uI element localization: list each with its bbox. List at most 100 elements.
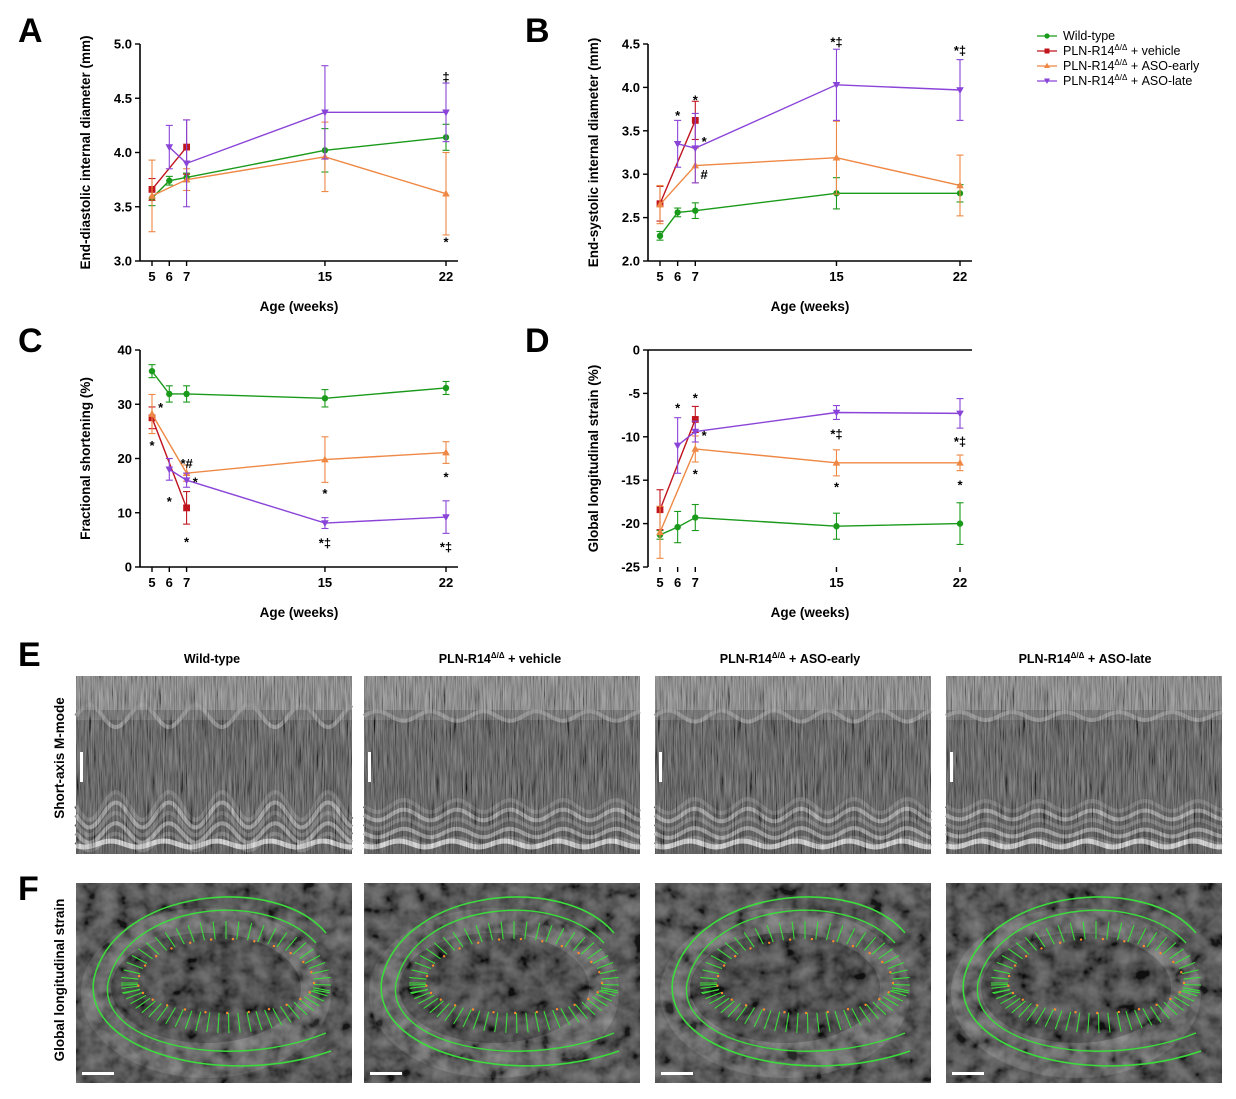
series-wild-type xyxy=(148,364,450,408)
significance-mark-3: *# xyxy=(180,456,193,471)
y-tick-label: 30 xyxy=(118,397,132,412)
chart-fractional-shortening: 0 10 20 30 40 5 6 7 15 22 Age (weeks) Fractional sh… xyxy=(78,343,458,620)
x-tick-label: 5 xyxy=(656,269,663,284)
x-tick-label: 15 xyxy=(318,575,332,590)
legend: Wild-type PLN-R14Δ/Δ + vehicle PLN-R14Δ/… xyxy=(1037,29,1200,88)
chart-end-systolic-diameter: 2.0 2.5 3.0 3.5 4.0 4.5 5 6 7 15 22 Age (weeks) End-… xyxy=(586,34,972,314)
x-axis-title: Age (weeks) xyxy=(771,299,850,314)
data-point-pln-r14-aso-late-0 xyxy=(673,141,682,148)
significance-mark-0: * xyxy=(149,438,155,453)
significance-mark-5: * xyxy=(184,535,190,550)
x-tick-label: 6 xyxy=(674,269,681,284)
scale-bar xyxy=(80,752,83,782)
x-tick-label: 15 xyxy=(829,269,843,284)
significance-mark-6: * xyxy=(834,479,840,494)
data-point-pln-r14-aso-early-2 xyxy=(832,458,841,466)
panel-letter-c: C xyxy=(18,322,43,360)
significance-mark-1: * xyxy=(443,234,449,249)
mmode-image-1 xyxy=(74,676,354,854)
y-tick-label: 4.5 xyxy=(622,37,640,52)
mmode-title-wild-type: Wild-type xyxy=(184,652,240,666)
panel-letter-f: F xyxy=(18,870,39,908)
mmode-image-2 xyxy=(362,676,641,854)
y-tick-label: 3.0 xyxy=(114,254,132,269)
data-point-pln-r14-aso-early-2 xyxy=(832,153,841,161)
x-tick-label: 22 xyxy=(439,575,453,590)
y-tick-label: 3.0 xyxy=(622,167,640,182)
data-point-wild-type-1 xyxy=(674,523,681,531)
series-wild-type xyxy=(148,123,450,207)
panel-letter-a: A xyxy=(18,12,43,50)
scale-bar xyxy=(661,1072,693,1075)
series-line-pln-r14-aso-early xyxy=(151,413,447,474)
series-line-wild-type xyxy=(151,136,447,199)
strain-image-3 xyxy=(655,883,931,1083)
significance-mark-7: * xyxy=(957,478,963,493)
data-point-pln-r14-aso-late-2 xyxy=(321,109,329,117)
series-line-pln-r14-aso-early xyxy=(659,448,960,533)
data-point-pln-r14-aso-early-3 xyxy=(956,181,964,189)
significance-mark-2: * xyxy=(167,494,173,509)
y-tick-label: -5 xyxy=(628,386,640,401)
data-point-wild-type-2 xyxy=(183,390,190,398)
data-point-pln-r14-aso-early-3 xyxy=(956,458,964,466)
series-pln-r14-aso-late xyxy=(165,65,450,208)
mmode-title-aso-early: PLN-R14Δ/Δ + ASO-early xyxy=(720,651,861,666)
x-tick-label: 22 xyxy=(439,269,453,284)
scale-bar xyxy=(659,752,662,782)
x-tick-label: 6 xyxy=(674,575,681,590)
scale-bar xyxy=(82,1072,114,1075)
data-point-wild-type-3 xyxy=(833,523,840,530)
data-point-pln-r14-aso-late-0 xyxy=(673,442,682,450)
scale-bar xyxy=(368,752,371,782)
data-point-wild-type-0 xyxy=(148,367,156,375)
series-pln-r14-aso-late xyxy=(165,457,450,534)
x-tick-label: 15 xyxy=(318,269,332,284)
chart-global-longitudinal-strain: -25 -20 -15 -10 -5 0 5 6 7 15 22 Age (weeks) Global … xyxy=(586,343,972,620)
data-point-pln-r14-aso-early-2 xyxy=(321,455,329,463)
series-wild-type xyxy=(656,177,964,241)
data-point-pln-r14-aso-late-2 xyxy=(832,81,841,89)
x-tick-label: 6 xyxy=(166,269,173,284)
y-tick-label: 5.0 xyxy=(114,37,132,52)
row-label-m-mode: Short-axis M-mode xyxy=(52,697,67,819)
data-point-pln-r14-aso-early-0 xyxy=(148,410,156,417)
series-line-wild-type xyxy=(659,516,961,536)
y-tick-label: -10 xyxy=(621,429,640,444)
legend-label: PLN-R14Δ/Δ + ASO-early xyxy=(1063,58,1200,73)
data-point-pln-r14-aso-early-1 xyxy=(182,469,191,476)
series-pln-r14-aso-late xyxy=(673,48,964,184)
significance-mark-0: * xyxy=(675,400,681,415)
data-point-pln-r14-aso-late-1 xyxy=(182,160,191,168)
data-point-wild-type-4 xyxy=(442,384,450,392)
data-point-pln-r14-aso-late-3 xyxy=(956,410,964,418)
significance-mark-2: * xyxy=(702,134,708,149)
significance-mark-8: *‡ xyxy=(319,536,331,551)
series-line-pln-r14-aso-late xyxy=(168,468,447,524)
data-point-pln-r14-aso-late-3 xyxy=(442,109,450,117)
y-tick-label: 10 xyxy=(118,505,132,520)
data-point-wild-type-2 xyxy=(692,207,699,214)
y-axis-title: End-diastolic internal diameter (mm) xyxy=(78,35,93,269)
y-tick-label: 20 xyxy=(118,451,132,466)
y-tick-label: 3.5 xyxy=(622,123,640,138)
x-tick-label: 7 xyxy=(692,269,699,284)
series-line-wild-type xyxy=(151,370,447,399)
y-tick-label: 4.5 xyxy=(114,91,132,106)
significance-mark-4: * xyxy=(193,474,199,489)
significance-mark-4: *‡ xyxy=(830,426,842,441)
significance-mark-5: *‡ xyxy=(954,43,966,58)
data-point-pln-r14-aso-late-1 xyxy=(691,145,700,153)
x-tick-label: 7 xyxy=(692,575,699,590)
x-tick-label: 5 xyxy=(656,575,663,590)
data-point-pln-r14-aso-late-1 xyxy=(182,477,191,485)
data-point-wild-type-1 xyxy=(674,209,681,216)
data-point-pln-r14-aso-late-2 xyxy=(832,409,841,417)
significance-mark-9: *‡ xyxy=(440,539,452,554)
legend-item-wild-type: Wild-type xyxy=(1037,29,1115,43)
y-tick-label: -15 xyxy=(621,473,640,488)
scale-bar xyxy=(370,1072,402,1075)
strain-image-1 xyxy=(76,883,352,1083)
strain-image-4 xyxy=(946,883,1222,1083)
